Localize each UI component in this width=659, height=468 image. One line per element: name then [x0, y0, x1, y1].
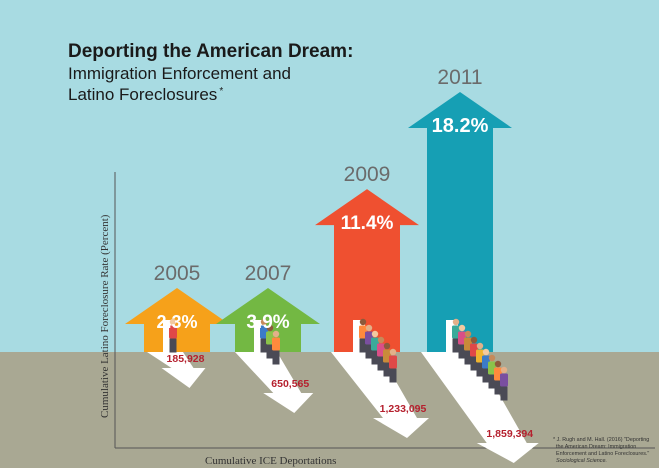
person-2011-9: [500, 366, 508, 401]
x-axis-label: Cumulative ICE Deportations: [205, 455, 336, 467]
footnote-line-3: Enforcement and Latino Foreclosures.": [556, 451, 649, 457]
chart-subtitle-line-2-text: Latino Foreclosures: [68, 85, 217, 104]
person-2005-1: [169, 318, 177, 353]
ground-background: [0, 352, 659, 468]
person-head: [470, 336, 478, 344]
person-legs: [470, 356, 478, 371]
person-head: [359, 318, 367, 326]
category-label-2005: 2005: [154, 262, 201, 285]
person-body: [272, 337, 280, 351]
footnote-line-4: Sociological Science.: [556, 458, 607, 464]
person-legs: [365, 344, 373, 359]
person-legs: [488, 374, 496, 389]
person-head: [260, 318, 268, 326]
bar-2009: [315, 189, 419, 352]
sky-background: [0, 0, 659, 352]
bar-2005: [125, 288, 229, 352]
person-head: [272, 330, 280, 338]
category-label-2007: 2007: [245, 262, 292, 285]
chart-title: Deporting the American Dream:: [68, 41, 353, 62]
person-head: [371, 330, 379, 338]
person-head: [383, 342, 391, 350]
person-legs: [482, 368, 490, 383]
person-legs: [389, 368, 397, 383]
category-label-2009: 2009: [344, 163, 391, 186]
category-label-2011: 2011: [437, 66, 482, 89]
person-legs: [458, 344, 466, 359]
person-body: [389, 355, 397, 369]
person-legs: [494, 380, 502, 395]
person-legs: [272, 350, 280, 365]
person-legs: [371, 350, 379, 365]
person-legs: [500, 386, 508, 401]
chart-subtitle-line-2: Latino Foreclosures *: [68, 85, 223, 104]
person-head: [377, 336, 385, 344]
value-label-2007: 3.9%: [246, 312, 289, 333]
person-head: [458, 324, 466, 332]
person-body: [500, 373, 508, 387]
deportation-label-2005: 185,928: [167, 353, 205, 365]
person-head: [488, 354, 496, 362]
bar-marks: 2005 2.3% 185,928 2007 3.9% 650,565 2009 11.4% 1…: [125, 66, 539, 463]
person-head: [365, 324, 373, 332]
subtitle-footnote-marker: *: [219, 86, 223, 97]
deportation-arrow-2005: [147, 352, 206, 388]
person-head: [476, 342, 484, 350]
deportation-label-2009: 1,233,095: [380, 403, 427, 415]
person-head: [169, 318, 177, 326]
person-legs: [476, 362, 484, 377]
value-label-2011: 18.2%: [432, 115, 489, 137]
y-axis-label: Cumulative Latino Foreclosure Rate (Perc…: [99, 214, 111, 418]
footnote-line-1: * J. Rugh and M. Hall. (2016) "Deporting: [553, 437, 649, 443]
person-legs: [377, 356, 385, 371]
deportation-arrow-2009: [331, 352, 429, 438]
value-label-2009: 11.4%: [341, 213, 394, 234]
person-2007-3: [272, 330, 280, 365]
person-head: [500, 366, 508, 374]
person-head: [452, 318, 460, 326]
person-2011-6: [482, 348, 490, 383]
deportation-label-2007: 650,565: [271, 378, 309, 390]
person-2009-5: [383, 342, 391, 377]
person-body: [169, 325, 177, 339]
bar-2007: [216, 288, 320, 352]
person-head: [494, 360, 502, 368]
person-head: [482, 348, 490, 356]
deportation-label-2011: 1,859,394: [486, 428, 533, 440]
deportation-arrow-2011: [421, 352, 539, 463]
value-label-2005: 2.3%: [156, 312, 197, 332]
person-head: [389, 348, 397, 356]
deportation-arrow-2007: [235, 352, 314, 413]
person-head: [464, 330, 472, 338]
person-legs: [383, 362, 391, 377]
bar-2011: [408, 92, 512, 352]
person-head: [266, 324, 274, 332]
person-legs: [169, 338, 177, 353]
person-legs: [452, 338, 460, 353]
chart-subtitle-line-1: Immigration Enforcement and: [68, 64, 291, 83]
person-legs: [464, 350, 472, 365]
footnote-line-2: the American Dream: Immigration: [556, 444, 636, 450]
person-legs: [260, 338, 268, 353]
person-legs: [266, 344, 274, 359]
person-legs: [359, 338, 367, 353]
person-2009-6: [389, 348, 397, 383]
